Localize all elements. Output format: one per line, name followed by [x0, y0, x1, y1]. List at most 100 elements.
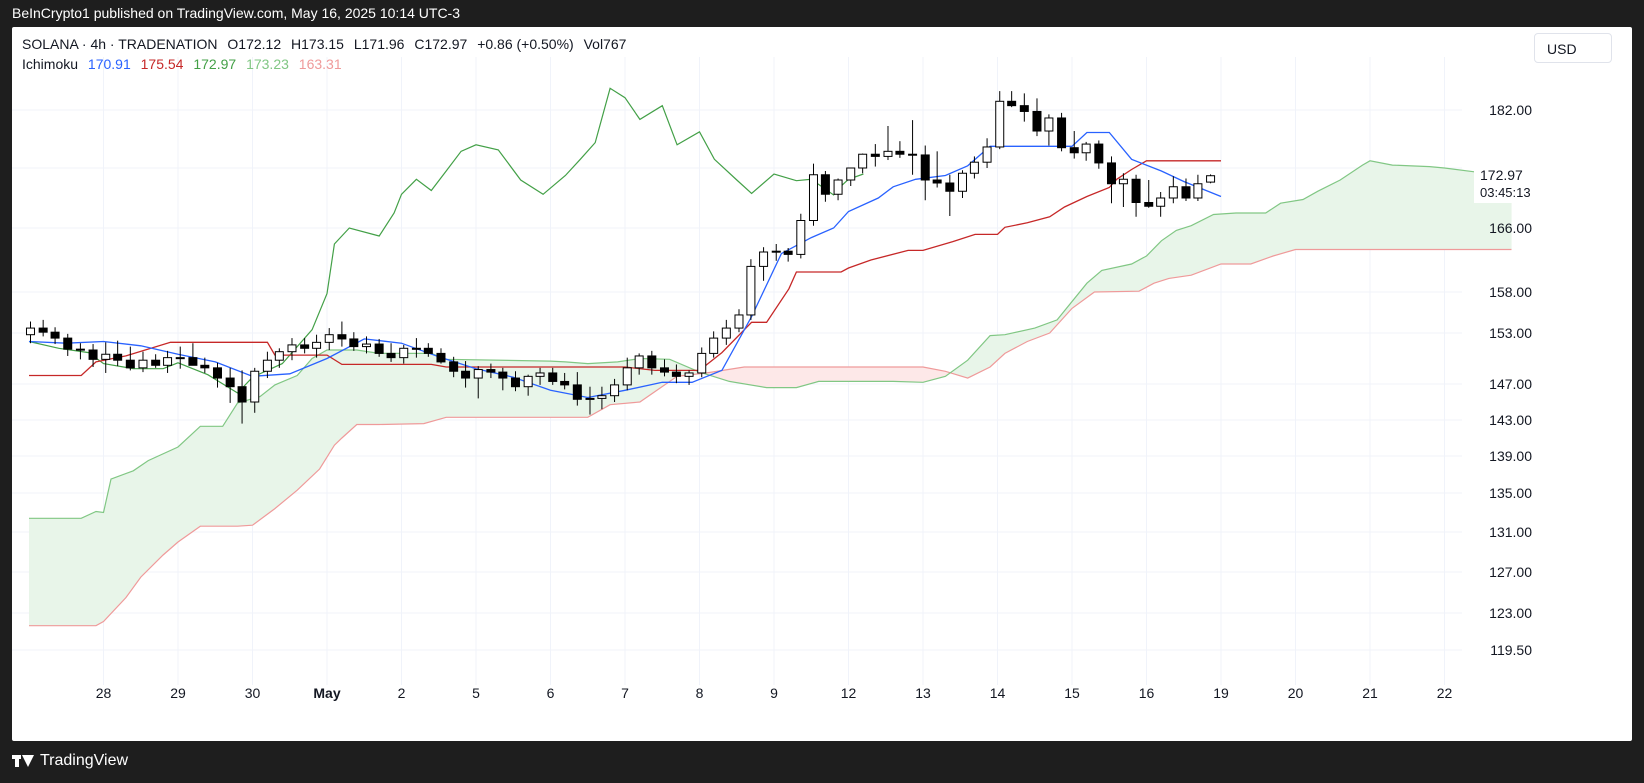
candle-bearish	[38, 327, 48, 333]
candle-bullish	[585, 397, 595, 400]
candle-bullish	[995, 100, 1005, 148]
candle-bearish	[1144, 202, 1154, 207]
candle-bullish	[833, 179, 843, 195]
x-tick-label: 14	[990, 685, 1006, 701]
x-tick-label: 7	[621, 685, 629, 701]
candle-bearish	[560, 380, 570, 386]
candle-bearish	[461, 370, 471, 379]
y-tick-label: 153.00	[1489, 325, 1532, 341]
x-tick-label: 19	[1213, 685, 1229, 701]
candle-bearish	[151, 359, 161, 366]
candle-bearish	[659, 367, 669, 373]
candle-bearish	[498, 371, 508, 379]
chikou-value: 172.97	[193, 56, 237, 72]
candle-bullish	[1118, 178, 1128, 185]
candle-bearish	[88, 349, 98, 360]
candle-bearish	[932, 179, 942, 184]
candle-bearish	[783, 250, 793, 255]
candle-bullish	[858, 153, 868, 169]
candle-bearish	[647, 355, 657, 369]
x-tick-label: May	[313, 685, 340, 701]
open-value: O172.12	[227, 36, 282, 52]
publisher-bar: BeInCrypto1 published on TradingView.com…	[0, 0, 1644, 26]
candle-bullish	[808, 174, 818, 221]
candle-bullish	[25, 327, 35, 336]
high-value: H173.15	[291, 36, 344, 52]
candle-countdown-label: 03:45:13	[1480, 185, 1531, 200]
price-tag-box	[1474, 163, 1546, 203]
candle-bearish	[548, 372, 558, 382]
span-a-value: 173.23	[246, 56, 289, 72]
candle-bullish	[250, 370, 260, 403]
candle-bullish	[957, 172, 967, 192]
candle-bullish	[262, 359, 272, 372]
candle-bullish	[411, 347, 421, 350]
candle-bullish	[1044, 117, 1054, 132]
y-tick-label: 135.00	[1489, 485, 1532, 501]
candle-bearish	[1181, 186, 1191, 199]
low-value: L171.96	[353, 36, 405, 52]
candle-bullish	[883, 150, 893, 157]
candle-bullish	[721, 327, 731, 339]
footer-bar: TradingView	[0, 741, 1644, 781]
chart-frame: 182.00174.00166.00158.00153.00147.00143.…	[12, 27, 1632, 741]
candle-bullish	[101, 353, 111, 360]
y-tick-label: 166.00	[1489, 220, 1532, 236]
chart-canvas[interactable]: 182.00174.00166.00158.00153.00147.00143.…	[12, 27, 1632, 741]
candle-bullish	[312, 341, 322, 349]
candle-bullish	[846, 167, 856, 181]
y-tick-label: 127.00	[1489, 564, 1532, 580]
candle-bullish	[473, 369, 483, 379]
span-b-value: 163.31	[298, 56, 342, 72]
tradingview-logo-icon	[12, 755, 34, 767]
candle-bearish	[349, 338, 359, 348]
symbol-label[interactable]: SOLANA · 4h · TRADENATION	[22, 36, 218, 52]
candle-bearish	[1057, 117, 1067, 149]
candle-bearish	[436, 352, 446, 363]
ohlc-legend: SOLANA · 4h · TRADENATION O172.12 H173.1…	[22, 36, 632, 52]
candle-bearish	[1019, 105, 1029, 112]
candle-bullish	[610, 384, 620, 397]
x-tick-label: 28	[96, 685, 112, 701]
candle-bearish	[63, 337, 73, 350]
candle-bullish	[759, 251, 769, 267]
x-tick-label: 29	[170, 685, 186, 701]
candle-bullish	[622, 367, 632, 386]
candle-bearish	[212, 367, 222, 379]
x-tick-label: 15	[1064, 685, 1080, 701]
candle-bearish	[572, 384, 582, 400]
candle-bearish	[300, 344, 310, 349]
cloud-bullish	[952, 160, 1512, 378]
candle-bearish	[671, 371, 681, 377]
candle-bearish	[1094, 143, 1104, 164]
y-tick-label: 143.00	[1489, 412, 1532, 428]
x-tick-label: 16	[1139, 685, 1155, 701]
y-tick-label: 182.00	[1489, 102, 1532, 118]
currency-button[interactable]: USD	[1534, 33, 1612, 63]
candle-bullish	[1206, 175, 1216, 183]
cloud-bullish	[29, 350, 707, 626]
candle-bearish	[510, 377, 520, 388]
candle-bullish	[1156, 197, 1166, 207]
senkou-span-b-line	[29, 248, 1512, 627]
y-tick-label: 123.00	[1489, 605, 1532, 621]
x-tick-label: 21	[1362, 685, 1378, 701]
candle-bearish	[895, 150, 905, 155]
publisher-text: BeInCrypto1 published on TradingView.com…	[12, 5, 460, 21]
candle-bullish	[535, 372, 545, 377]
change-value: +0.86 (+0.50%)	[477, 36, 574, 52]
x-tick-label: 12	[841, 685, 857, 701]
indicator-name[interactable]: Ichimoku	[22, 56, 79, 72]
candle-bullish	[709, 337, 719, 354]
candle-bearish	[225, 377, 235, 388]
candle-bearish	[75, 348, 85, 351]
x-tick-label: 2	[398, 685, 406, 701]
tradingview-logo[interactable]: TradingView	[12, 741, 128, 781]
volume-value: Vol767	[583, 36, 627, 52]
candle-bearish	[237, 386, 247, 403]
candle-bullish	[746, 265, 756, 316]
candle-bearish	[50, 331, 60, 339]
candle-bearish	[188, 357, 198, 366]
candle-bullish	[734, 314, 744, 329]
candle-bearish	[449, 361, 459, 372]
